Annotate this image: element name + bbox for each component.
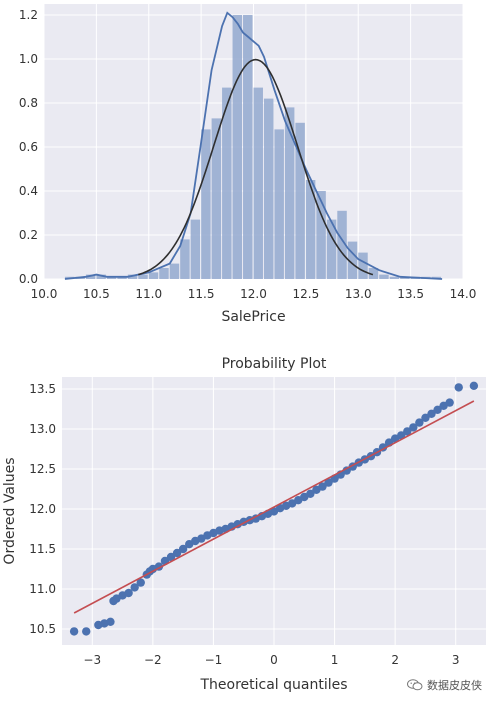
- probplot-y-tick-label: 13.5: [29, 382, 56, 396]
- histogram-bar: [106, 276, 117, 279]
- quantile-point: [415, 418, 424, 427]
- quantile-point: [403, 427, 412, 436]
- quantile-point: [178, 544, 188, 554]
- quantile-point: [427, 409, 436, 418]
- histogram-bar: [169, 263, 180, 279]
- quantile-point: [445, 398, 454, 407]
- quantile-point: [106, 617, 115, 626]
- hist-x-tick-label: 11.0: [135, 287, 162, 301]
- histogram-bar: [389, 276, 400, 279]
- histogram-bar: [180, 239, 190, 279]
- histogram-bar: [232, 15, 243, 279]
- quantile-point: [69, 627, 79, 636]
- hist-y-tick-label: 1.2: [19, 8, 38, 22]
- histogram-bar: [316, 191, 326, 279]
- quantile-point: [421, 413, 430, 422]
- probability-plot-panel: −3 −2 −1 0 1 2 3 10.5 11.0 11.5 12.0 12.5 13.0 13.5 Pr…: [2, 356, 486, 693]
- probplot-x-tick-label: −1: [205, 653, 223, 667]
- histogram-bar: [159, 268, 169, 279]
- histogram-bar: [274, 129, 284, 279]
- wechat-icon: [407, 679, 423, 691]
- histogram-bar: [305, 180, 316, 279]
- histogram-bar: [190, 219, 201, 279]
- quantile-point: [166, 552, 176, 562]
- quantile-point: [324, 478, 333, 487]
- hist-x-tick-label: 12.5: [293, 287, 320, 301]
- quantile-point: [409, 423, 418, 432]
- probplot-x-tick-label: 3: [452, 653, 460, 667]
- probplot-y-tick-label: 12.0: [29, 502, 56, 516]
- histogram-bar: [326, 219, 337, 279]
- histogram-bar: [368, 268, 379, 279]
- histogram-bar: [263, 98, 274, 279]
- histogram-bar: [127, 274, 138, 279]
- quantile-point: [136, 578, 145, 587]
- watermark: 数据皮皮侠: [407, 677, 482, 693]
- watermark-text: 数据皮皮侠: [427, 679, 482, 692]
- histogram-bar: [358, 252, 368, 279]
- reference-fit-line: [73, 400, 475, 614]
- probplot-x-tick-label: 2: [391, 653, 399, 667]
- histogram-bar: [117, 276, 127, 279]
- quantile-point: [82, 627, 91, 636]
- quantile-point: [342, 466, 351, 475]
- histogram-bar: [85, 274, 96, 279]
- probplot-x-tick-label: −3: [83, 653, 101, 667]
- hist-x-tick-label: 11.5: [188, 287, 215, 301]
- quantile-point: [172, 548, 182, 558]
- probplot-x-tick-label: 1: [331, 653, 339, 667]
- histogram-bar: [379, 274, 389, 279]
- hist-y-tick-label: 1.0: [19, 52, 38, 66]
- histogram-bar: [96, 274, 106, 279]
- probplot-x-tick-label: 0: [270, 653, 278, 667]
- quantile-point: [306, 489, 315, 498]
- hist-x-axis-label: SalePrice: [221, 309, 285, 325]
- hist-x-tick-label: 12.0: [240, 287, 267, 301]
- hist-x-tick-label: 13.5: [397, 287, 424, 301]
- hist-y-tick-label: 0.4: [19, 184, 38, 198]
- quantile-point: [433, 405, 442, 414]
- probplot-y-axis-label: Ordered Values: [2, 457, 18, 564]
- probplot-y-tick-label: 10.5: [29, 622, 56, 636]
- distribution-panel: 10.0 10.5 11.0 11.5 12.0 12.5 13.0 13.5 14.0 0.0 0…: [19, 4, 476, 325]
- histogram-bar: [253, 87, 263, 279]
- probplot-x-tick-label: −2: [144, 653, 162, 667]
- histogram-bar: [222, 87, 232, 279]
- probplot-title: Probability Plot: [222, 356, 327, 372]
- histogram-bar: [347, 241, 358, 279]
- hist-y-tick-label: 0.0: [19, 272, 38, 286]
- quantile-point: [130, 583, 139, 592]
- hist-y-tick-label: 0.8: [19, 96, 38, 110]
- quantile-point: [124, 588, 133, 598]
- probplot-y-tick-label: 11.0: [29, 582, 56, 596]
- histogram-bar: [284, 107, 295, 280]
- hist-y-tick-label: 0.6: [19, 140, 38, 154]
- quantile-point: [469, 381, 479, 390]
- probplot-y-tick-label: 13.0: [29, 422, 56, 436]
- histogram-bar: [148, 272, 159, 279]
- hist-x-tick-label: 13.0: [345, 287, 372, 301]
- quantile-point: [397, 431, 406, 440]
- quantile-point: [454, 383, 463, 392]
- quantile-point: [318, 482, 327, 491]
- histogram-bar: [295, 122, 305, 279]
- histogram-bar: [337, 210, 347, 279]
- normal-fit-curve: [138, 58, 374, 276]
- kde-curve: [64, 11, 443, 280]
- hist-x-tick-label: 10.5: [83, 287, 110, 301]
- histogram-bar: [211, 118, 222, 280]
- histogram-bar: [243, 15, 253, 279]
- histogram-bar: [201, 129, 211, 279]
- probplot-x-axis-label: Theoretical quantiles: [199, 677, 347, 693]
- hist-x-tick-label: 14.0: [450, 287, 477, 301]
- histogram-bar: [138, 274, 148, 279]
- probplot-y-tick-label: 11.5: [29, 542, 56, 556]
- probplot-y-tick-label: 12.5: [29, 462, 56, 476]
- hist-y-tick-label: 0.2: [19, 228, 38, 242]
- hist-x-tick-label: 10.0: [31, 287, 58, 301]
